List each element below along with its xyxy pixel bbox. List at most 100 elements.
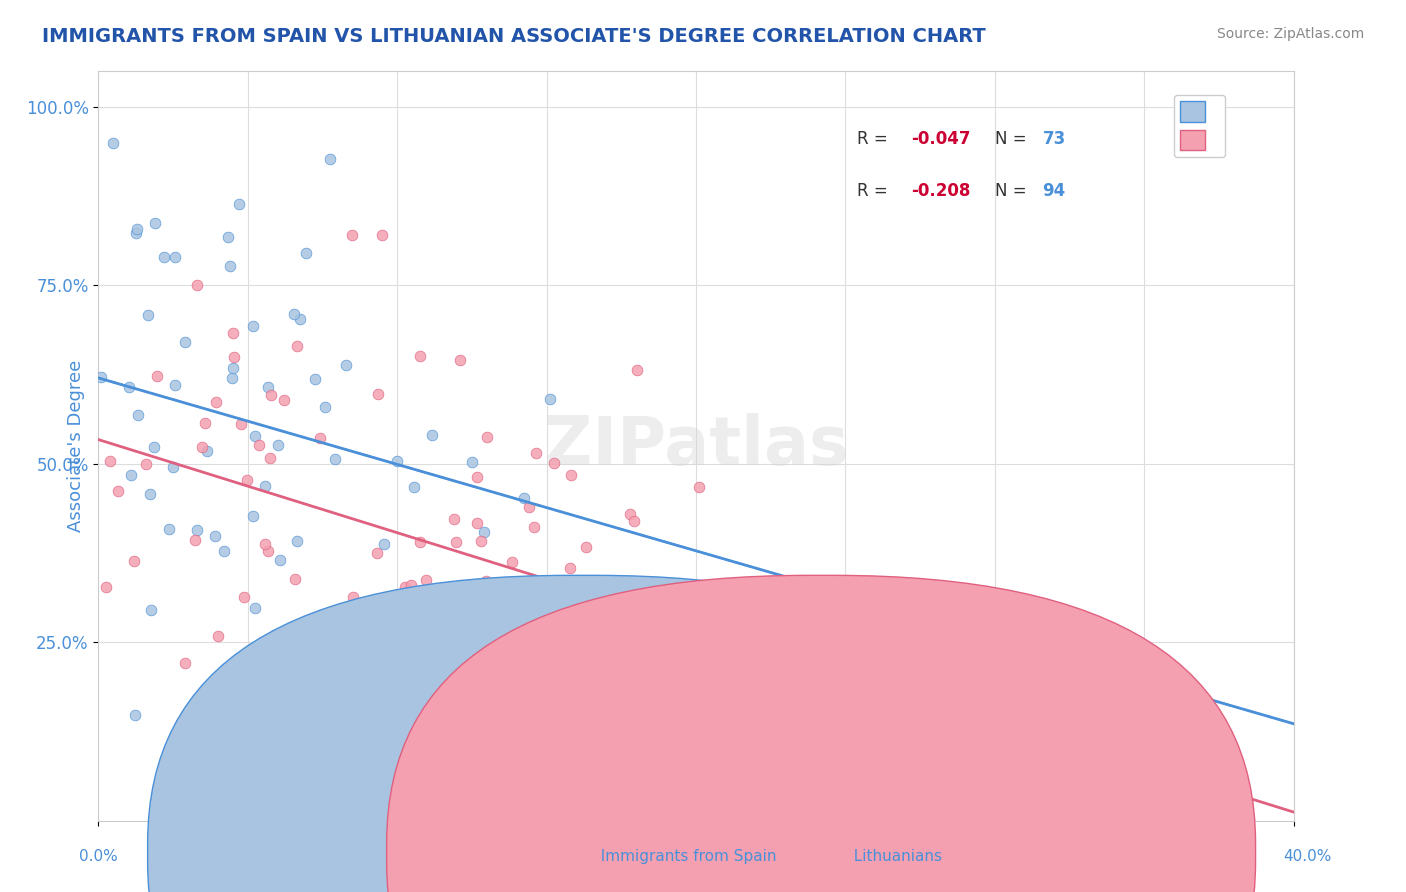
Point (124, 708, 146, 723)
Point (107, 483, 129, 498)
Point (366, 647, 388, 661)
Point (335, 358, 357, 372)
Point (120, 468, 142, 483)
Point (415, 573, 437, 587)
Text: Source: ZipAtlas.com: Source: ZipAtlas.com (1216, 27, 1364, 41)
Point (538, 392, 561, 407)
Point (367, 387, 389, 401)
Point (668, 717, 690, 731)
Point (247, 438, 270, 452)
Text: R =: R = (858, 182, 893, 200)
Point (465, 470, 488, 484)
Point (224, 350, 246, 364)
Text: N =: N = (995, 130, 1032, 148)
Point (453, 716, 475, 731)
Point (124, 226, 146, 240)
Point (207, 629, 229, 643)
Point (259, 450, 281, 465)
Point (153, 251, 176, 265)
Point (449, 631, 471, 645)
Point (284, 572, 307, 586)
Point (257, 543, 280, 558)
Point (626, 363, 648, 377)
Point (560, 467, 582, 482)
Point (420, 428, 443, 442)
Point (391, 617, 413, 632)
Point (98, 454, 121, 468)
Y-axis label: Associate's Degree: Associate's Degree (66, 359, 84, 533)
Text: N =: N = (995, 182, 1032, 200)
Point (314, 400, 336, 414)
Point (304, 372, 326, 386)
Point (583, 681, 606, 695)
Point (195, 444, 218, 458)
Point (408, 349, 430, 363)
Point (531, 680, 554, 694)
Text: -0.047: -0.047 (911, 130, 970, 148)
Point (118, 380, 141, 394)
FancyBboxPatch shape (387, 575, 1256, 892)
Point (461, 454, 484, 468)
Text: 73: 73 (1043, 130, 1066, 148)
Point (139, 487, 162, 501)
Text: IMMIGRANTS FROM SPAIN VS LITHUANIAN ASSOCIATE'S DEGREE CORRELATION CHART: IMMIGRANTS FROM SPAIN VS LITHUANIAN ASSO… (42, 27, 986, 45)
Point (204, 529, 226, 543)
Point (267, 438, 290, 452)
Point (299, 654, 322, 668)
Point (472, 524, 495, 539)
Point (157, 522, 180, 536)
Point (219, 259, 242, 273)
Point (135, 457, 157, 471)
Point (385, 454, 408, 468)
Point (127, 409, 149, 423)
Point (217, 230, 239, 244)
Point (543, 456, 565, 470)
Text: R =: R = (858, 130, 893, 148)
Point (443, 512, 465, 526)
Point (125, 222, 148, 236)
Point (323, 451, 346, 466)
Point (253, 479, 276, 493)
Point (94, 580, 117, 594)
Point (136, 308, 159, 322)
Legend: , : , (1174, 95, 1226, 157)
Point (491, 738, 513, 752)
Point (474, 599, 496, 614)
Point (523, 519, 546, 533)
Point (373, 537, 395, 551)
Point (402, 480, 425, 494)
Point (186, 523, 208, 537)
Point (524, 446, 547, 460)
Point (283, 307, 305, 321)
Point (142, 440, 165, 454)
Point (273, 392, 295, 407)
Point (634, 723, 657, 738)
Point (450, 353, 472, 368)
Text: 0.0%: 0.0% (79, 849, 118, 863)
Point (174, 657, 197, 671)
Text: -0.208: -0.208 (911, 182, 970, 200)
Point (446, 535, 468, 549)
Point (501, 555, 523, 569)
Point (162, 459, 184, 474)
Point (222, 326, 245, 341)
Point (243, 601, 266, 615)
Point (285, 339, 308, 353)
Point (292, 626, 315, 640)
Point (221, 360, 243, 375)
Point (409, 535, 432, 549)
Point (285, 533, 308, 548)
Point (470, 534, 492, 549)
Point (186, 278, 208, 293)
Point (295, 245, 318, 260)
Point (232, 590, 254, 604)
Point (236, 473, 259, 487)
Point (229, 417, 252, 431)
Point (413, 609, 436, 624)
Point (277, 693, 299, 707)
Point (173, 334, 195, 349)
Point (184, 533, 207, 548)
Point (475, 430, 498, 444)
Point (163, 250, 186, 264)
Point (366, 546, 388, 560)
